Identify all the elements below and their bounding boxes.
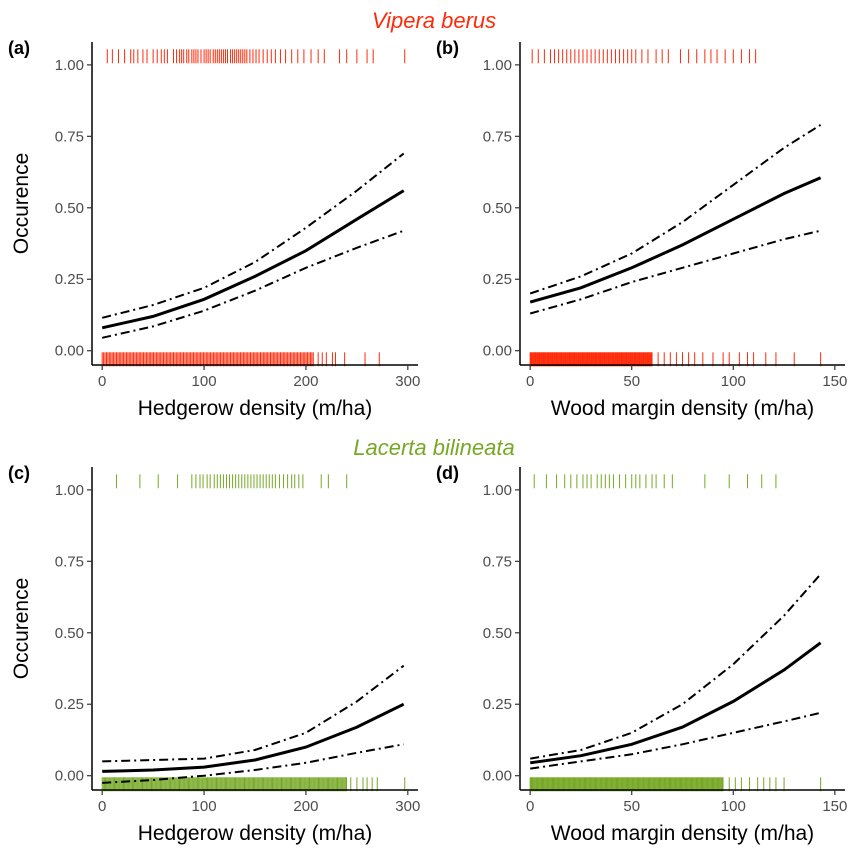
y-tick-label: 0.50 [483, 625, 512, 642]
x-axis-label: Hedgerow density (m/ha) [138, 822, 373, 845]
y-tick-label: 0.75 [55, 553, 84, 570]
x-tick-label: 100 [721, 798, 746, 815]
x-axis-label: Wood margin density (m/ha) [551, 822, 814, 845]
upper-ci-line [102, 666, 404, 762]
y-tick-label: 0.50 [55, 625, 84, 642]
lower-ci-line [530, 713, 820, 769]
y-tick-label: 1.00 [483, 482, 512, 499]
panel-label: (a) [8, 38, 30, 58]
x-axis-label: Hedgerow density (m/ha) [138, 397, 373, 420]
x-axis-label: Wood margin density (m/ha) [551, 397, 814, 420]
y-tick-label: 0.25 [483, 696, 512, 713]
x-tick-label: 200 [293, 798, 318, 815]
panel-label: (d) [436, 463, 459, 483]
y-axis-label: Occurence [10, 153, 33, 255]
x-tick-label: 150 [822, 373, 847, 390]
panel-c: 0.00 0.25 0.50 0.75 1.00 0 100 200 300 (c) Hedgero… [8, 463, 420, 845]
y-axis-label: Occurence [10, 578, 33, 680]
rug-marks [530, 474, 820, 791]
lower-ci-line [530, 231, 820, 314]
panel-label: (b) [436, 38, 459, 58]
upper-ci-line [530, 125, 820, 294]
rug-marks [530, 49, 820, 366]
panel-b: 0.00 0.25 0.50 0.75 1.00 0 50 100 150 (b) Wood mar… [436, 38, 847, 420]
y-tick-label: 1.00 [55, 57, 84, 74]
panel-label: (c) [8, 463, 30, 483]
y-tick-label: 0.00 [483, 343, 512, 360]
x-tick-label: 100 [721, 373, 746, 390]
panel-d: 0.00 0.25 0.50 0.75 1.00 0 50 100 150 (d) Wood mar… [436, 463, 847, 845]
species-title-lacerta: Lacerta bilineata [353, 435, 514, 460]
x-tick-label: 0 [98, 798, 106, 815]
x-tick-label: 100 [192, 798, 217, 815]
species-title-vipera: Vipera berus [372, 8, 496, 33]
x-tick-label: 0 [98, 373, 106, 390]
x-tick-label: 50 [623, 373, 640, 390]
y-tick-label: 0.50 [55, 200, 84, 217]
panel-a: 0.00 0.25 0.50 0.75 1.00 0 100 200 300 (a) Hedgero… [8, 38, 420, 420]
x-tick-label: 100 [192, 373, 217, 390]
y-tick-label: 1.00 [55, 482, 84, 499]
y-tick-label: 0.25 [483, 271, 512, 288]
x-tick-label: 0 [526, 373, 534, 390]
y-tick-label: 0.00 [55, 768, 84, 785]
x-tick-label: 50 [623, 798, 640, 815]
upper-ci-line [102, 154, 404, 318]
lower-ci-line [102, 231, 404, 338]
fitted-line [102, 704, 404, 771]
y-tick-label: 0.25 [55, 696, 84, 713]
y-tick-label: 1.00 [483, 57, 512, 74]
x-tick-label: 150 [822, 798, 847, 815]
lower-ci-line [102, 744, 404, 783]
y-tick-label: 0.00 [483, 768, 512, 785]
y-tick-label: 0.75 [55, 128, 84, 145]
y-tick-label: 0.75 [483, 128, 512, 145]
x-tick-label: 300 [395, 373, 420, 390]
y-tick-label: 0.00 [55, 343, 84, 360]
y-tick-label: 0.50 [483, 200, 512, 217]
x-tick-label: 0 [526, 798, 534, 815]
fitted-line [530, 178, 820, 302]
y-tick-label: 0.25 [55, 271, 84, 288]
y-tick-label: 0.75 [483, 553, 512, 570]
rug-marks [102, 474, 405, 791]
x-tick-label: 300 [395, 798, 420, 815]
x-tick-label: 200 [293, 373, 318, 390]
